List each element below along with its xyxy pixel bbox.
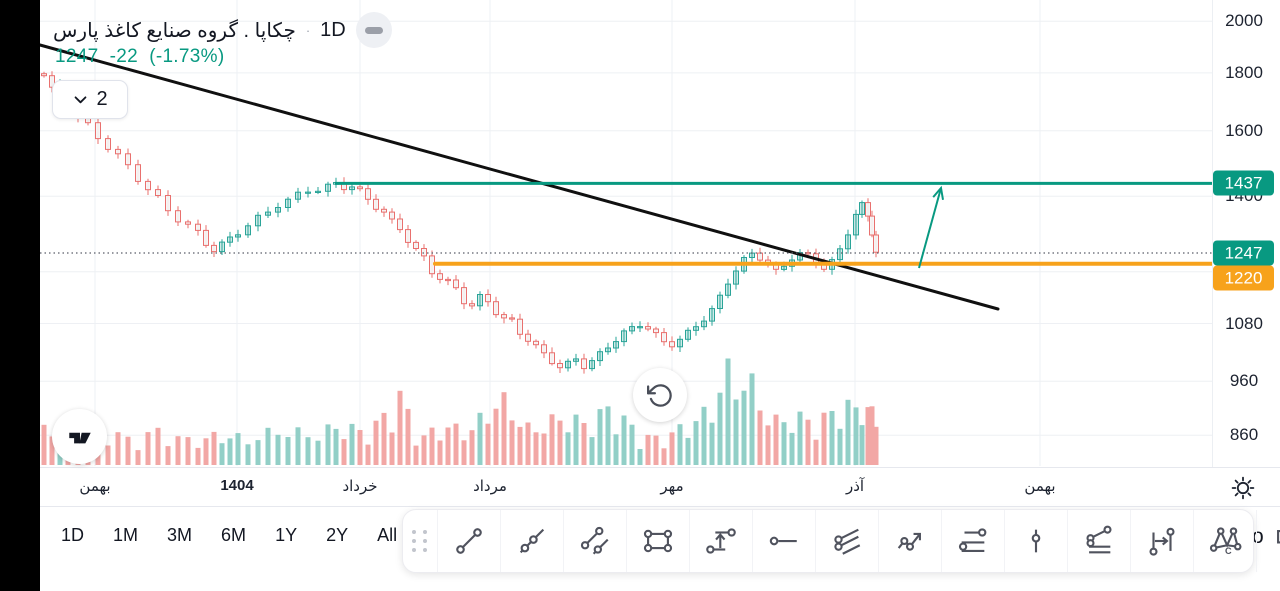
tool-horizontal-line[interactable]: [752, 510, 815, 572]
price-tick: 1600: [1225, 120, 1263, 140]
tool-ray[interactable]: [500, 510, 563, 572]
tool-trend-line[interactable]: [437, 510, 500, 572]
price-change-pct: (-1.73%): [149, 46, 225, 67]
volume-bars: [41, 358, 879, 465]
fib-retracement-icon: [958, 528, 987, 552]
timeframe-label: 1D: [320, 18, 346, 41]
horizontal-line-icon: [769, 536, 797, 546]
trend-arrow-icon: [897, 532, 921, 551]
price-tick: 860: [1229, 425, 1259, 445]
up-arrow-head: [932, 185, 944, 200]
ray-icon: [519, 528, 545, 554]
up-arrow-drawing: [918, 187, 942, 269]
drag-handle-icon: [411, 530, 429, 552]
price-tick: 2000: [1225, 11, 1263, 31]
callout-icon: [1277, 530, 1280, 544]
symbol-header[interactable]: چکاپا . گروه صنایع کاغذ پارس · 1D: [53, 12, 392, 48]
tool-price-range[interactable]: [689, 510, 752, 572]
tool-parallel-channel[interactable]: [815, 510, 878, 572]
disjoint-channel-icon: [580, 526, 609, 555]
symbol-title: چکاپا . گروه صنایع کاغذ پارس: [53, 19, 296, 42]
parallel-channel-icon: [834, 528, 861, 555]
tradingview-icon: [68, 432, 91, 443]
time-tick: خرداد: [342, 478, 378, 495]
theme-toggle-button[interactable]: [1228, 473, 1258, 503]
tool-trend-arrow[interactable]: [878, 510, 941, 572]
candles: [41, 71, 879, 374]
svg-text:C: C: [1225, 546, 1232, 556]
time-tick: مهر: [660, 478, 684, 495]
price-badge: 1437: [1213, 170, 1274, 196]
time-tick: 1404: [220, 477, 254, 494]
range-1m[interactable]: 1M: [113, 525, 139, 545]
price-badge: 1220: [1213, 265, 1274, 291]
screen-notch-strip: [0, 0, 40, 591]
minus-icon: [364, 26, 383, 34]
tool-fib-retracement[interactable]: [941, 510, 1004, 572]
time-tick: آذر: [845, 478, 865, 495]
range-1d[interactable]: 1D: [61, 525, 85, 545]
bottom-toolbar: 1D 1M 3M 6M 1Y 2Y All: [0, 506, 1280, 591]
rectangle-icon: [643, 529, 673, 553]
time-tick: بهمن: [79, 478, 111, 495]
clipped-text: o: [1252, 525, 1264, 548]
indicator-count: 2: [96, 88, 108, 110]
range-3m[interactable]: 3M: [167, 525, 193, 545]
range-2y[interactable]: 2Y: [326, 525, 349, 545]
price-change-line: 1247 -22 (-1.73%): [55, 46, 224, 68]
range-selector: 1D 1M 3M 6M 1Y 2Y All: [58, 519, 400, 552]
tool-callout[interactable]: [1256, 510, 1280, 572]
tool-rectangle[interactable]: [626, 510, 689, 572]
tool-trend-based-fib[interactable]: [1067, 510, 1130, 572]
date-range-icon: [1149, 527, 1175, 556]
tools-drag-handle[interactable]: [403, 510, 437, 572]
price-badge: 1247: [1213, 240, 1274, 266]
time-axis[interactable]: بهمن 1404 خرداد مرداد مهر آذر بهمن: [0, 467, 1280, 507]
price-range-icon: [706, 528, 736, 554]
tradingview-logo[interactable]: [52, 409, 107, 464]
trend-based-fib-icon: [1086, 525, 1112, 554]
price-tick: 1800: [1225, 62, 1263, 82]
vertical-line-icon: [1031, 529, 1041, 553]
reset-chart-button[interactable]: [633, 368, 687, 422]
tool-date-range[interactable]: [1130, 510, 1193, 572]
chevron-down-icon: [75, 96, 87, 104]
tool-xabcd-pattern[interactable]: C: [1193, 510, 1256, 572]
collapse-legend-button[interactable]: [355, 12, 392, 48]
trend-line-drawing: [38, 43, 1000, 311]
sun-icon: [1231, 476, 1255, 500]
range-all[interactable]: All: [377, 525, 398, 545]
price-change: -22: [109, 46, 139, 67]
tool-disjoint-channel[interactable]: [563, 510, 626, 572]
time-tick: بهمن: [1024, 478, 1056, 495]
last-price: 1247: [55, 46, 99, 67]
price-axis[interactable]: 2000 1800 1600 1400 1080 960 860 1437 1247 1220: [1212, 0, 1280, 467]
range-1y[interactable]: 1Y: [275, 525, 298, 545]
time-tick: مرداد: [473, 478, 507, 495]
indicators-collapse-button[interactable]: 2: [52, 80, 128, 119]
drawing-tools-panel: C: [402, 509, 1280, 573]
price-tick: 960: [1229, 371, 1259, 391]
trend-line-icon: [456, 528, 482, 554]
price-tick: 1080: [1225, 313, 1263, 333]
refresh-ccw-icon: [646, 383, 672, 407]
tool-vertical-line[interactable]: [1004, 510, 1067, 572]
range-6m[interactable]: 6M: [221, 525, 247, 545]
xabcd-pattern-icon: C: [1209, 527, 1242, 556]
separator-dot: ·: [305, 22, 311, 38]
